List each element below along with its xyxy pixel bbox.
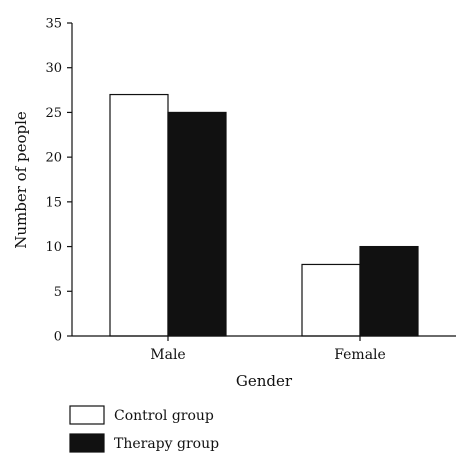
x-axis-title: Gender <box>236 372 293 390</box>
y-tick-label: 25 <box>45 106 62 121</box>
bar-male-control-group <box>109 93 169 337</box>
y-tick-label: 20 <box>45 151 62 166</box>
x-tick-label: Male <box>150 347 185 363</box>
y-tick-label: 15 <box>45 195 62 210</box>
y-tick-label: 5 <box>54 285 62 300</box>
legend-label: Control group <box>114 408 214 424</box>
legend-swatch <box>69 433 105 453</box>
bar-male-therapy-group <box>167 111 227 337</box>
x-tick-label: Female <box>334 347 386 363</box>
bars-group <box>109 93 419 337</box>
y-axis: 0 5 10 15 20 25 30 35 <box>45 17 73 345</box>
legend-label: Therapy group <box>114 436 219 452</box>
bar-female-therapy-group <box>359 245 419 337</box>
y-tick-label: 0 <box>54 330 62 345</box>
bar-female-control-group <box>301 263 361 337</box>
x-axis: Male Female <box>72 335 456 363</box>
y-tick-label: 35 <box>45 17 62 32</box>
y-tick-label: 10 <box>45 240 62 255</box>
legend-swatch <box>69 405 105 425</box>
y-axis-title: Number of people <box>12 111 30 249</box>
y-tick-label: 30 <box>45 61 62 76</box>
legend: Control group Therapy group <box>69 405 219 453</box>
